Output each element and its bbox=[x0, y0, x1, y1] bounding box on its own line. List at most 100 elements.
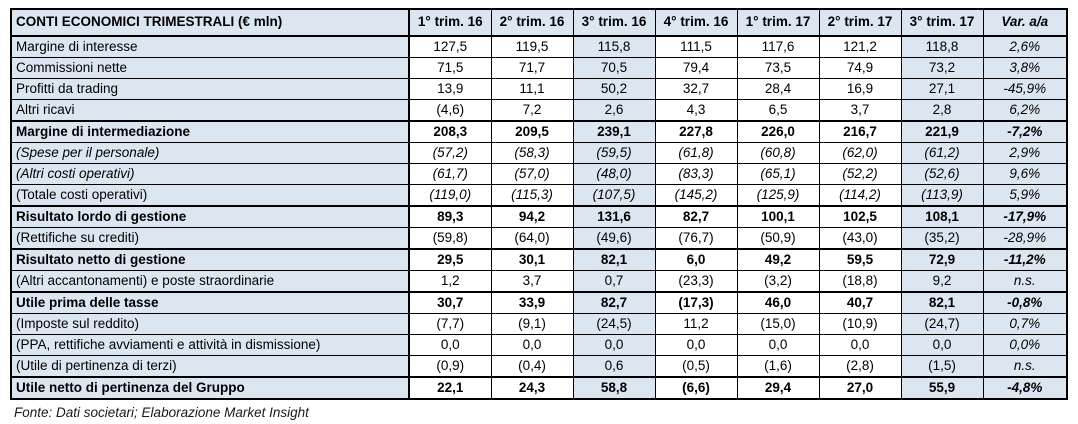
value-cell: (0,4) bbox=[490, 355, 574, 378]
value-cell: 0,0 bbox=[408, 334, 492, 356]
var-cell: -11,2% bbox=[982, 248, 1068, 271]
value-cell: 3,7 bbox=[490, 270, 574, 293]
value-cell: 73,2 bbox=[900, 57, 984, 79]
value-cell: 72,9 bbox=[900, 248, 984, 271]
table-row: (Spese per il personale) (57,2) (58,3) (59,… bbox=[10, 142, 1068, 164]
row-label: Risultato netto di gestione bbox=[10, 248, 410, 271]
column-header-var: Var. a/a bbox=[982, 8, 1068, 37]
value-cell: (1,6) bbox=[736, 355, 820, 378]
value-cell: 82,7 bbox=[572, 291, 656, 314]
value-cell: 40,7 bbox=[818, 291, 902, 314]
value-cell: (0,5) bbox=[654, 355, 738, 378]
column-header: 1° trim. 17 bbox=[736, 8, 820, 37]
value-cell: 59,5 bbox=[818, 248, 902, 271]
value-cell: (61,7) bbox=[408, 163, 492, 185]
value-cell: 209,5 bbox=[490, 120, 574, 143]
value-cell: (57,0) bbox=[490, 163, 574, 185]
value-cell: (1,5) bbox=[900, 355, 984, 378]
value-cell: 0,6 bbox=[572, 355, 656, 378]
var-cell: n.s. bbox=[982, 270, 1068, 293]
value-cell: 89,3 bbox=[408, 205, 492, 228]
value-cell: 82,7 bbox=[654, 205, 738, 228]
var-cell: 2,9% bbox=[982, 142, 1068, 164]
value-cell: (17,3) bbox=[654, 291, 738, 314]
value-cell: 16,9 bbox=[818, 78, 902, 100]
value-cell: 46,0 bbox=[736, 291, 820, 314]
value-cell: (0,9) bbox=[408, 355, 492, 378]
value-cell: (3,2) bbox=[736, 270, 820, 293]
row-label: (Totale costi operativi) bbox=[10, 184, 410, 207]
value-cell: (83,3) bbox=[654, 163, 738, 185]
column-header: 3° trim. 17 bbox=[900, 8, 984, 37]
table-row: Commissioni nette 71,5 71,7 70,5 79,4 73,5 74,… bbox=[10, 57, 1068, 79]
column-header: 1° trim. 16 bbox=[408, 8, 492, 37]
column-header: 2° trim. 16 bbox=[490, 8, 574, 37]
value-cell: 100,1 bbox=[736, 205, 820, 228]
value-cell: (61,8) bbox=[654, 142, 738, 164]
var-cell: 2,6% bbox=[982, 35, 1068, 58]
value-cell: (145,2) bbox=[654, 184, 738, 207]
value-cell: 0,0 bbox=[818, 334, 902, 356]
var-cell: 5,9% bbox=[982, 184, 1068, 207]
value-cell: 74,9 bbox=[818, 57, 902, 79]
value-cell: 32,7 bbox=[654, 78, 738, 100]
var-cell: 9,6% bbox=[982, 163, 1068, 185]
value-cell: 33,9 bbox=[490, 291, 574, 314]
value-cell: 2,8 bbox=[900, 99, 984, 122]
value-cell: 131,6 bbox=[572, 205, 656, 228]
value-cell: 108,1 bbox=[900, 205, 984, 228]
value-cell: 11,1 bbox=[490, 78, 574, 100]
value-cell: 127,5 bbox=[408, 35, 492, 58]
value-cell: 117,6 bbox=[736, 35, 820, 58]
row-label: Utile prima delle tasse bbox=[10, 291, 410, 314]
value-cell: (114,2) bbox=[818, 184, 902, 207]
table-row: (Utile di pertinenza di terzi) (0,9) (0,4)… bbox=[10, 355, 1068, 378]
table-row: (Totale costi operativi) (119,0) (115,3) (1… bbox=[10, 184, 1068, 207]
value-cell: 1,2 bbox=[408, 270, 492, 293]
row-label: (Utile di pertinenza di terzi) bbox=[10, 355, 410, 378]
value-cell: (6,6) bbox=[654, 376, 738, 400]
var-cell: 0,0% bbox=[982, 334, 1068, 356]
table-row: (Imposte sul reddito) (7,7) (9,1) (24,5) 11,… bbox=[10, 313, 1068, 335]
value-cell: 208,3 bbox=[408, 120, 492, 143]
table-row: Profitti da trading 13,9 11,1 50,2 32,7 28,4 1… bbox=[10, 78, 1068, 100]
value-cell: 6,5 bbox=[736, 99, 820, 122]
table-row: Margine di intermediazione 208,3 209,5 239,… bbox=[10, 120, 1068, 143]
var-cell: 3,8% bbox=[982, 57, 1068, 79]
value-cell: (64,0) bbox=[490, 227, 574, 250]
row-label: Profitti da trading bbox=[10, 78, 410, 100]
value-cell: (7,7) bbox=[408, 313, 492, 335]
value-cell: (113,9) bbox=[900, 184, 984, 207]
value-cell: 0,0 bbox=[900, 334, 984, 356]
table-row: (Rettifiche su crediti) (59,8) (64,0) (49,6… bbox=[10, 227, 1068, 250]
row-label: (Imposte sul reddito) bbox=[10, 313, 410, 335]
value-cell: 13,9 bbox=[408, 78, 492, 100]
value-cell: 58,8 bbox=[572, 376, 656, 400]
value-cell: 82,1 bbox=[572, 248, 656, 271]
value-cell: 7,2 bbox=[490, 99, 574, 122]
value-cell: (15,0) bbox=[736, 313, 820, 335]
value-cell: 111,5 bbox=[654, 35, 738, 58]
value-cell: (24,7) bbox=[900, 313, 984, 335]
value-cell: (65,1) bbox=[736, 163, 820, 185]
header-row: CONTI ECONOMICI TRIMESTRALI (€ mln) 1° t… bbox=[10, 8, 1068, 37]
table-body: Margine di interesse 127,5 119,5 115,8 111,5… bbox=[10, 35, 1068, 400]
value-cell: 102,5 bbox=[818, 205, 902, 228]
value-cell: 94,2 bbox=[490, 205, 574, 228]
var-cell: -0,8% bbox=[982, 291, 1068, 314]
value-cell: 22,1 bbox=[408, 376, 492, 400]
value-cell: 118,8 bbox=[900, 35, 984, 58]
value-cell: (2,8) bbox=[818, 355, 902, 378]
var-cell: -4,8% bbox=[982, 376, 1068, 400]
table-title: CONTI ECONOMICI TRIMESTRALI (€ mln) bbox=[10, 8, 410, 37]
table-row: Risultato lordo di gestione 89,3 94,2 131,6… bbox=[10, 205, 1068, 228]
value-cell: 27,1 bbox=[900, 78, 984, 100]
value-cell: 29,4 bbox=[736, 376, 820, 400]
value-cell: 119,5 bbox=[490, 35, 574, 58]
value-cell: 0,0 bbox=[654, 334, 738, 356]
value-cell: 2,6 bbox=[572, 99, 656, 122]
value-cell: (24,5) bbox=[572, 313, 656, 335]
value-cell: 30,1 bbox=[490, 248, 574, 271]
value-cell: (107,5) bbox=[572, 184, 656, 207]
value-cell: (48,0) bbox=[572, 163, 656, 185]
